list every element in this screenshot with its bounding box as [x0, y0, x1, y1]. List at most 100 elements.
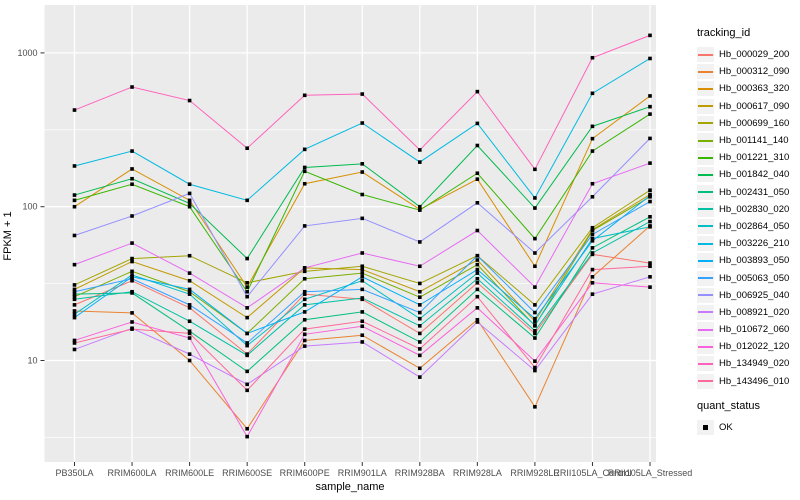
legend-item-label: Hb_134949_020 — [719, 358, 790, 370]
data-point — [418, 375, 422, 379]
data-point — [302, 289, 307, 294]
legend-item-label: Hb_000363_320 — [719, 83, 790, 95]
data-point — [590, 228, 595, 233]
legend-item-label: Hb_001221_310 — [719, 152, 790, 164]
data-point — [245, 369, 249, 374]
data-point — [360, 333, 365, 338]
legend-item-Hb_012022_120: Hb_012022_120 — [697, 338, 799, 355]
data-point — [648, 275, 652, 279]
data-point — [533, 236, 537, 241]
data-point — [130, 275, 134, 279]
data-point — [360, 192, 365, 197]
legend-title-tracking-id: tracking_id — [697, 27, 751, 39]
data-point — [418, 208, 422, 212]
data-point — [590, 181, 595, 186]
data-point — [533, 359, 537, 363]
legend-item-label: Hb_001141_140 — [719, 135, 789, 147]
data-point — [245, 343, 249, 348]
data-point — [130, 276, 134, 281]
data-point — [360, 319, 365, 324]
data-point — [475, 287, 480, 292]
data-point — [648, 112, 652, 116]
legend-key-swatch — [697, 322, 714, 338]
data-point — [533, 206, 537, 210]
data-point — [130, 256, 134, 261]
data-point — [648, 214, 652, 219]
data-point — [130, 289, 134, 294]
legend-key-swatch — [697, 47, 714, 63]
x-tick-label: RRIM901LA — [338, 468, 387, 478]
data-point — [187, 306, 192, 310]
data-point — [533, 196, 537, 200]
data-point — [648, 264, 652, 269]
black-square-point-icon — [703, 424, 708, 430]
legend-item-Hb_000617_090: Hb_000617_090 — [697, 98, 799, 115]
legend-key-line-icon — [698, 191, 713, 194]
data-point — [302, 338, 307, 343]
data-point — [245, 353, 249, 358]
data-point — [648, 136, 652, 141]
data-point — [533, 323, 537, 327]
data-point — [245, 256, 249, 261]
data-point — [187, 289, 192, 294]
data-point — [187, 292, 192, 296]
data-point — [302, 269, 307, 274]
data-point — [302, 297, 307, 302]
data-point — [302, 93, 307, 98]
x-tick-label: RRIM600LE — [165, 468, 214, 478]
data-point — [533, 251, 537, 255]
legend-key-swatch — [697, 64, 714, 80]
legend-key-line-icon — [698, 380, 713, 383]
data-point — [533, 365, 537, 370]
data-point — [590, 232, 595, 237]
legend-item-label: Hb_000617_090 — [719, 100, 790, 112]
data-point — [475, 89, 480, 94]
data-point — [648, 161, 652, 165]
data-point — [302, 147, 307, 152]
data-point — [302, 317, 307, 322]
legend-item-label: Hb_002431_050 — [719, 186, 790, 198]
data-point — [418, 331, 422, 336]
data-point — [418, 160, 422, 164]
data-point — [418, 310, 422, 315]
data-point — [72, 108, 77, 112]
data-point — [302, 303, 307, 307]
data-point — [360, 264, 365, 269]
x-tick-label: RRII105LA_Control — [553, 468, 631, 478]
legend-key-line-icon — [698, 70, 713, 73]
data-point — [302, 224, 307, 228]
legend-key-line-icon — [698, 294, 713, 297]
x-tick-label: RRIM600PE — [280, 468, 330, 478]
legend-key-swatch — [697, 81, 714, 97]
data-point — [72, 283, 77, 287]
legend-key-line-icon — [698, 242, 713, 245]
data-point — [245, 289, 249, 294]
legend-item-label: Hb_006925_040 — [719, 289, 790, 301]
legend-item-label: Hb_010672_060 — [719, 324, 790, 336]
legend-key-swatch — [697, 304, 714, 320]
legend-key-swatch — [697, 133, 714, 149]
data-point — [130, 85, 134, 89]
data-point — [72, 193, 77, 197]
legend-key-swatch — [697, 201, 714, 217]
legend-item-label: Hb_001842_040 — [719, 169, 790, 181]
data-point — [533, 368, 537, 373]
legend-item-Hb_001141_140: Hb_001141_140 — [697, 132, 799, 149]
data-point — [590, 55, 595, 60]
legend-key-swatch — [697, 115, 714, 131]
data-point — [187, 303, 192, 307]
data-point — [360, 340, 365, 344]
data-point — [72, 164, 77, 168]
y-tick-label: 100 — [22, 202, 37, 212]
data-point — [130, 182, 134, 187]
legend-key-swatch — [697, 356, 714, 372]
tracking-legend-items: Hb_000029_200 Hb_000312_090 Hb_000363_320 H… — [697, 46, 799, 390]
legend-key-swatch — [697, 218, 714, 234]
data-point — [302, 276, 307, 281]
data-point — [533, 285, 537, 289]
data-point — [245, 315, 249, 320]
legend-key-line-icon — [698, 328, 713, 331]
legend-item-Hb_143496_010: Hb_143496_010 — [697, 373, 799, 390]
data-point — [590, 136, 595, 141]
